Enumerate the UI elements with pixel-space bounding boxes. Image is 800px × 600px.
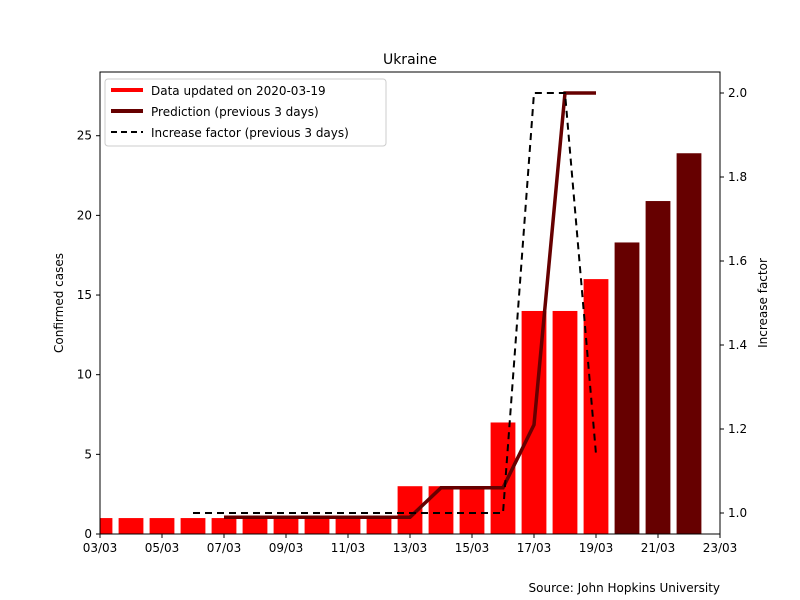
bar-data bbox=[459, 486, 485, 534]
bar-data bbox=[335, 518, 361, 534]
source-note: Source: John Hopkins University bbox=[529, 581, 720, 595]
x-tick-label: 11/03 bbox=[331, 541, 366, 555]
y-tick-label: 15 bbox=[77, 288, 92, 302]
y2-axis-label: Increase factor bbox=[756, 258, 770, 348]
x-tick-label: 13/03 bbox=[393, 541, 428, 555]
legend-label-prediction: Prediction (previous 3 days) bbox=[151, 105, 319, 119]
y-tick-label: 10 bbox=[77, 368, 92, 382]
x-tick-label: 09/03 bbox=[269, 541, 304, 555]
bar-data bbox=[552, 310, 578, 534]
bar-data bbox=[490, 422, 516, 534]
y2-tick-label: 1.2 bbox=[728, 422, 747, 436]
bar-data bbox=[149, 518, 175, 534]
x-tick-label: 05/03 bbox=[145, 541, 180, 555]
y-tick-label: 0 bbox=[84, 527, 92, 541]
y2-tick-label: 1.6 bbox=[728, 254, 747, 268]
y-axis-left: 0 5 10 15 20 25 bbox=[77, 129, 100, 541]
x-tick-label: 19/03 bbox=[579, 541, 614, 555]
x-tick-label: 07/03 bbox=[207, 541, 242, 555]
y-axis-label: Confirmed cases bbox=[52, 253, 66, 353]
x-tick-label: 21/03 bbox=[641, 541, 676, 555]
bar-data bbox=[118, 518, 144, 534]
y2-tick-label: 2.0 bbox=[728, 86, 747, 100]
bar-data bbox=[304, 518, 330, 534]
y-tick-label: 20 bbox=[77, 208, 92, 222]
prediction-line bbox=[224, 91, 596, 519]
y2-tick-label: 1.8 bbox=[728, 170, 747, 184]
bar-data bbox=[273, 518, 299, 534]
bar-prediction bbox=[645, 201, 671, 534]
x-axis: 03/03 05/03 07/03 09/03 11/03 13/03 15/03 17/03… bbox=[83, 534, 738, 555]
bar-data bbox=[211, 518, 237, 534]
lines-layer bbox=[193, 91, 597, 519]
y2-tick-label: 1.4 bbox=[728, 338, 747, 352]
y-axis-right: 1.0 1.2 1.4 1.6 1.8 2.0 bbox=[720, 86, 747, 520]
x-tick-label: 17/03 bbox=[517, 541, 552, 555]
bar-data bbox=[428, 486, 454, 534]
x-tick-label: 15/03 bbox=[455, 541, 490, 555]
y-tick-label: 5 bbox=[84, 447, 92, 461]
bar-data bbox=[100, 518, 113, 534]
bar-data bbox=[366, 518, 392, 534]
bar-data bbox=[242, 518, 268, 534]
y2-tick-label: 1.0 bbox=[728, 506, 747, 520]
bar-prediction bbox=[676, 153, 702, 534]
legend: Data updated on 2020-03-19 Prediction (p… bbox=[104, 78, 387, 147]
legend-label-factor: Increase factor (previous 3 days) bbox=[151, 126, 349, 140]
increase-factor-line bbox=[193, 92, 597, 514]
x-tick-label: 03/03 bbox=[83, 541, 118, 555]
bars-layer bbox=[100, 153, 702, 534]
legend-box bbox=[104, 78, 387, 147]
x-tick-label: 23/03 bbox=[703, 541, 738, 555]
bar-prediction bbox=[614, 242, 640, 534]
bar-data bbox=[180, 518, 206, 534]
chart-title: Ukraine bbox=[383, 52, 437, 68]
legend-label-data: Data updated on 2020-03-19 bbox=[151, 84, 326, 98]
y-tick-label: 25 bbox=[77, 129, 92, 143]
bar-data bbox=[583, 279, 609, 534]
